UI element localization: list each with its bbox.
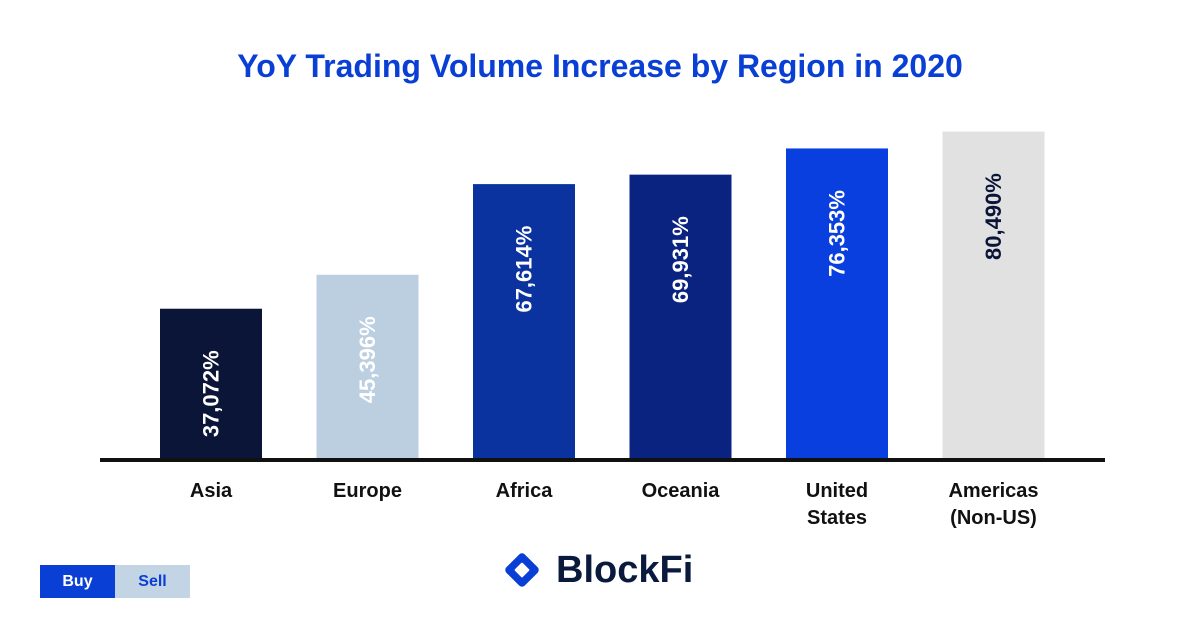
bar-3 bbox=[629, 174, 732, 461]
chart-title: YoY Trading Volume Increase by Region in… bbox=[237, 48, 963, 84]
bar-2 bbox=[473, 184, 575, 460]
bar-1 bbox=[316, 274, 419, 460]
bar-value-label-2: 67,614% bbox=[512, 226, 537, 313]
bar-4 bbox=[786, 148, 888, 461]
category-label-3: Oceania bbox=[641, 480, 720, 502]
category-label-1: Europe bbox=[333, 480, 402, 502]
category-label-5: Americas (Non-US) bbox=[948, 480, 1039, 529]
blockfi-logo: BlockFi bbox=[500, 545, 693, 595]
buy-sell-toggle[interactable]: Buy Sell bbox=[40, 565, 190, 598]
bar-0 bbox=[160, 308, 262, 460]
logo-wordmark: BlockFi bbox=[556, 548, 694, 591]
bar-value-label-3: 69,931% bbox=[668, 216, 693, 303]
bar-value-label-1: 45,396% bbox=[355, 316, 380, 403]
sell-button[interactable]: Sell bbox=[115, 565, 190, 598]
bar-value-label-0: 37,072% bbox=[199, 350, 224, 437]
buy-button[interactable]: Buy bbox=[40, 565, 115, 598]
bar-5 bbox=[942, 131, 1045, 461]
category-label-0: Asia bbox=[189, 480, 233, 502]
category-label-2: Africa bbox=[495, 480, 553, 502]
bar-value-label-5: 80,490% bbox=[981, 173, 1006, 260]
bar-value-label-4: 76,353% bbox=[825, 190, 850, 277]
category-label-4: United States bbox=[805, 480, 869, 529]
blockfi-diamond-icon bbox=[505, 553, 539, 587]
